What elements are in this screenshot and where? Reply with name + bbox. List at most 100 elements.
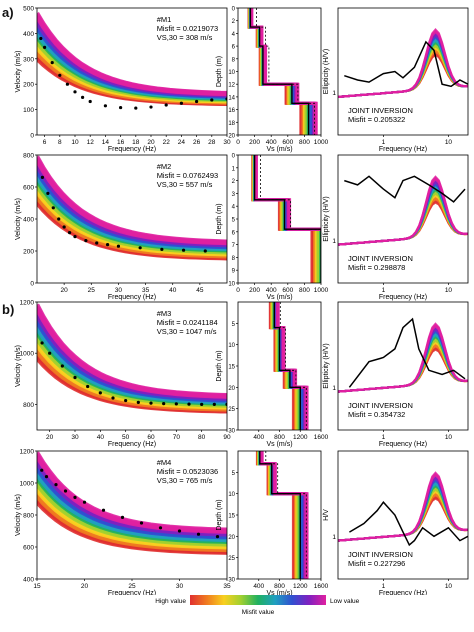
colorbar-low-label: Low value bbox=[330, 598, 360, 605]
x-tick-label: 30 bbox=[71, 434, 79, 441]
observed-point bbox=[120, 515, 125, 520]
observed-point bbox=[46, 191, 50, 195]
y-tick-label: 6 bbox=[232, 45, 236, 51]
plot-area bbox=[268, 302, 309, 430]
x-tick-label: 10 bbox=[445, 287, 453, 294]
y-tick-label: 25 bbox=[228, 556, 235, 562]
y-tick-label: 8 bbox=[232, 57, 236, 63]
observed-point bbox=[86, 384, 90, 389]
x-tick-label: 1600 bbox=[314, 583, 329, 590]
annotation-text: #M1 bbox=[157, 15, 172, 24]
x-tick-label: 35 bbox=[142, 287, 150, 294]
plot-area bbox=[338, 28, 468, 98]
annotation-text: Misfit = 0.227296 bbox=[348, 559, 405, 568]
x-axis-label: Vs (m/s) bbox=[266, 441, 292, 448]
hv-model bbox=[338, 471, 468, 542]
y-axis-label: Depth (m) bbox=[216, 203, 223, 234]
y-tick-label: 20 bbox=[228, 134, 235, 140]
x-tick-label: 20 bbox=[147, 139, 155, 146]
observed-point bbox=[164, 103, 168, 107]
hv-model bbox=[338, 322, 468, 393]
plot-area bbox=[37, 303, 227, 414]
y-tick-label: 0 bbox=[30, 133, 34, 140]
observed-point bbox=[136, 400, 140, 404]
y-tick-label: 800 bbox=[23, 513, 34, 520]
x-tick-label: 1 bbox=[382, 583, 386, 590]
plot-area bbox=[37, 11, 227, 110]
observed-point bbox=[88, 99, 92, 104]
observed-point bbox=[215, 535, 220, 539]
x-tick-label: 1000 bbox=[314, 287, 329, 294]
x-tick-label: 80 bbox=[198, 434, 206, 441]
observed-point bbox=[116, 244, 121, 248]
annotation-text: Misfit = 0.0523036 bbox=[157, 467, 219, 476]
profile-bound bbox=[260, 155, 321, 230]
colorbar-ramp bbox=[190, 595, 326, 605]
observed-point bbox=[48, 351, 52, 355]
x-tick-label: 60 bbox=[147, 434, 155, 441]
x-tick-label: 30 bbox=[176, 583, 184, 590]
observed-point bbox=[134, 106, 138, 110]
x-axis-label: Frequency (Hz) bbox=[108, 441, 156, 448]
observed-point bbox=[67, 231, 72, 235]
x-tick-label: 20 bbox=[81, 583, 89, 590]
x-tick-label: 22 bbox=[163, 139, 171, 146]
x-axis-label: Frequency (Hz) bbox=[108, 590, 156, 595]
hv-model bbox=[338, 28, 468, 98]
y-tick-label: 9 bbox=[232, 269, 236, 275]
observed-point bbox=[187, 402, 191, 406]
observed-point bbox=[212, 402, 216, 406]
observed-point bbox=[195, 99, 199, 104]
annotation-text: #M4 bbox=[157, 458, 172, 467]
y-tick-label: 200 bbox=[23, 249, 34, 256]
y-tick-label: 500 bbox=[23, 6, 34, 13]
y-axis-label: Depth (m) bbox=[216, 499, 223, 530]
x-tick-label: 1 bbox=[382, 139, 386, 146]
x-tick-label: 8 bbox=[58, 139, 62, 146]
plot-frame bbox=[237, 7, 322, 136]
y-tick-label: 18 bbox=[228, 121, 235, 127]
y-tick-label: 1 bbox=[332, 534, 336, 541]
annotation-text: VS,30 = 1047 m/s bbox=[157, 327, 217, 336]
profile-model bbox=[260, 451, 309, 579]
colorbar-high-label: High value bbox=[155, 598, 186, 605]
annotation-text: JOINT INVERSION bbox=[348, 401, 413, 410]
observed-point bbox=[51, 206, 55, 210]
observed-point bbox=[200, 402, 204, 406]
y-tick-label: 25 bbox=[228, 407, 235, 413]
y-tick-label: 30 bbox=[228, 578, 235, 584]
observed-point bbox=[40, 468, 44, 472]
plot-area bbox=[338, 175, 468, 246]
plot-frame bbox=[36, 7, 228, 136]
observed-point bbox=[139, 521, 144, 525]
observed-point bbox=[149, 401, 153, 405]
y-tick-label: 8 bbox=[232, 256, 236, 262]
y-tick-label: 10 bbox=[228, 492, 235, 498]
y-tick-label: 1200 bbox=[20, 300, 35, 307]
plot-area bbox=[251, 155, 321, 283]
x-tick-label: 800 bbox=[299, 287, 310, 294]
y-tick-label: 1000 bbox=[20, 481, 35, 488]
x-axis-label: Frequency (Hz) bbox=[379, 441, 427, 448]
y-tick-label: 300 bbox=[23, 56, 34, 63]
y-tick-label: 5 bbox=[232, 218, 236, 224]
observed-point bbox=[73, 375, 77, 380]
x-tick-label: 1200 bbox=[293, 434, 308, 441]
x-tick-label: 400 bbox=[253, 583, 264, 590]
observed-point bbox=[98, 391, 102, 395]
y-tick-label: 1 bbox=[332, 385, 336, 392]
x-tick-label: 400 bbox=[253, 434, 264, 441]
plot-frame bbox=[337, 301, 469, 431]
x-axis-label: Frequency (Hz) bbox=[379, 294, 427, 301]
x-tick-label: 14 bbox=[102, 139, 110, 146]
y-tick-label: 800 bbox=[23, 402, 34, 409]
annotation-text: Misfit = 0.354732 bbox=[348, 410, 405, 419]
plot-area bbox=[247, 8, 318, 135]
observed-point bbox=[81, 95, 85, 100]
plot-frame bbox=[36, 301, 228, 431]
y-tick-label: 0 bbox=[232, 154, 236, 160]
